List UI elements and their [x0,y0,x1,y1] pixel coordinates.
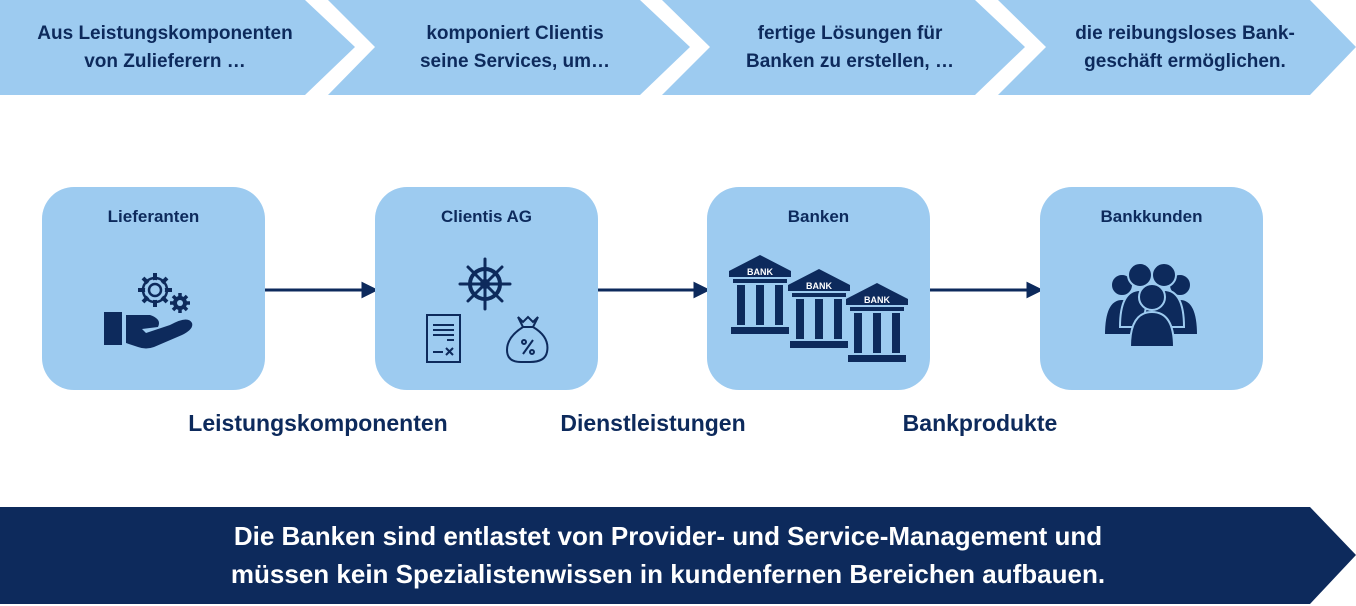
arrow-head [1026,281,1044,299]
chevron-3 [662,0,1025,95]
box-title: Clientis AG [441,207,532,226]
box-title: Lieferanten [107,207,200,226]
banner-line: müssen kein Spezialistenwissen in kunden… [230,559,1106,589]
bank-label: BANK [747,267,773,277]
chevron-2 [328,0,690,95]
bank-building [729,255,791,334]
arrow-head [361,281,379,299]
people-group-icon [1102,262,1200,348]
chevron-3-text: fertige Lösungen für Banken zu erstellen,… [695,18,1005,78]
chevron-text-line: Banken zu erstellen, … [745,51,954,72]
chevron-4-text: die reibungsloses Bank-geschäft ermöglic… [1030,18,1340,78]
chevron-text-line: fertige Lösungen für [757,23,943,44]
box-title: Banken [787,207,850,226]
chevron-text-line: die reibungsloses Bank- [1075,23,1295,44]
chevron-text-line: geschäft ermöglichen. [1084,51,1286,72]
banner-text: Die Banken sind entlastet von Provider- … [0,517,1336,593]
chevron-2-text: komponiert Clientis seine Services, um… [360,18,670,78]
flow-label-bankprodukte: Bankprodukte [902,410,1058,436]
banner-background [0,507,1356,604]
bank-label: BANK [864,295,890,305]
flow-label-dienstleistungen: Dienstleistungen [560,410,746,436]
hand-gears-icon [104,273,193,349]
box-title: Bankkunden [1100,207,1203,226]
bank-buildings-icon: BANK BANK BANK [729,255,908,362]
box-bankkunden: Bankkunden [1040,187,1263,390]
chevron-text-line: seine Services, um… [419,51,611,72]
chevron-4 [998,0,1356,95]
chevron-1 [0,0,355,95]
chevron-1-text: Aus Leistungskomponenten von Zulieferern … [10,18,320,78]
arrow-head [693,281,711,299]
box-lieferanten: Lieferanten [42,187,265,390]
ship-wheel-document-moneybag-icon [426,257,549,363]
bank-label: BANK [806,281,832,291]
banner-line: Die Banken sind entlastet von Provider- … [233,521,1103,551]
chevron-text-line: komponiert Clientis [426,23,604,44]
chevron-text-line: Aus Leistungskomponenten [37,23,293,44]
bank-building [788,269,850,348]
flow-label-leistungskomponenten: Leistungskomponenten [188,410,448,436]
bank-building [846,283,908,362]
box-clientis: Clientis AG [375,187,598,390]
box-banken: Banken BANK BANK BANK [707,187,930,390]
chevron-text-line: von Zulieferern … [84,51,246,72]
